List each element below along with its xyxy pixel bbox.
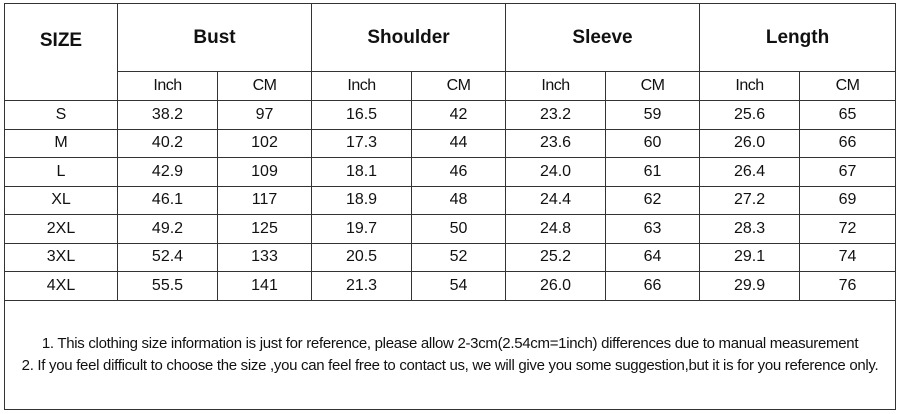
value-cell: 29.9 — [699, 271, 801, 301]
value-cell: 16.5 — [311, 100, 413, 130]
value-cell: 64 — [605, 242, 701, 272]
data-row: XL 46.1 117 18.9 48 24.4 62 27.2 69 — [4, 185, 897, 215]
data-row: 3XL 52.4 133 20.5 52 25.2 64 29.1 74 — [4, 242, 897, 272]
value-cell: 49.2 — [117, 214, 218, 244]
notes-row: 1. This clothing size information is jus… — [3, 299, 897, 410]
value-cell: 18.9 — [311, 185, 413, 215]
value-cell: 19.7 — [311, 214, 413, 244]
value-cell: 17.3 — [311, 128, 413, 158]
value-cell: 65 — [799, 100, 897, 130]
value-cell: 61 — [605, 157, 701, 187]
subheader-cell: CM — [605, 71, 701, 101]
value-cell: 27.2 — [699, 185, 801, 215]
header-cell: Bust — [116, 3, 313, 72]
value-cell: 102 — [216, 128, 313, 158]
value-cell: 59 — [605, 100, 701, 130]
value-cell: 28.3 — [699, 214, 801, 244]
value-cell: 23.2 — [505, 100, 607, 130]
value-cell: 42.9 — [117, 157, 218, 187]
value-cell: 18.1 — [311, 157, 413, 187]
value-cell: 42 — [411, 100, 507, 130]
size-cell: 3XL — [4, 242, 118, 272]
value-cell: 117 — [216, 185, 313, 215]
value-cell: 109 — [216, 157, 313, 187]
value-cell: 66 — [799, 128, 897, 158]
value-cell: 63 — [605, 214, 701, 244]
value-cell: 67 — [799, 157, 897, 187]
header-row: SIZE Bust Shoulder Sleeve Length — [4, 3, 897, 101]
value-cell: 20.5 — [311, 242, 413, 272]
header-cell: Length — [699, 3, 897, 72]
value-cell: 24.8 — [505, 214, 607, 244]
value-cell: 26.4 — [699, 157, 801, 187]
value-cell: 44 — [411, 128, 507, 158]
subheader-row: Inch CM Inch CM Inch CM Inch CM — [5, 71, 897, 101]
value-cell: 38.2 — [117, 100, 218, 130]
value-cell: 52 — [411, 242, 507, 272]
value-cell: 133 — [216, 242, 313, 272]
value-cell: 24.0 — [505, 157, 607, 187]
size-cell: S — [4, 100, 118, 130]
notes-cell: 1. This clothing size information is jus… — [3, 299, 897, 410]
value-cell: 52.4 — [117, 242, 218, 272]
subheader-cell: CM — [216, 71, 313, 101]
value-cell: 48 — [411, 185, 507, 215]
subheader-cell: Inch — [311, 71, 413, 101]
value-cell: 66 — [605, 271, 701, 301]
value-cell: 24.4 — [505, 185, 607, 215]
value-cell: 76 — [799, 271, 897, 301]
size-cell: 2XL — [4, 214, 118, 244]
value-cell: 23.6 — [505, 128, 607, 158]
value-cell: 26.0 — [505, 271, 607, 301]
subheader-cell: Inch — [699, 71, 801, 101]
subheader-cell: Inch — [117, 71, 218, 101]
value-cell: 46.1 — [117, 185, 218, 215]
value-cell: 40.2 — [117, 128, 218, 158]
data-row: M 40.2 102 17.3 44 23.6 60 26.0 66 — [4, 128, 897, 158]
size-cell: 4XL — [4, 271, 118, 301]
value-cell: 69 — [799, 185, 897, 215]
value-cell: 25.6 — [699, 100, 801, 130]
data-row: 2XL 49.2 125 19.7 50 24.8 63 28.3 72 — [4, 214, 897, 244]
header-cell: Sleeve — [505, 3, 701, 72]
header-cell: SIZE — [4, 3, 118, 101]
value-cell: 25.2 — [505, 242, 607, 272]
value-cell: 141 — [216, 271, 313, 301]
size-cell: M — [4, 128, 118, 158]
header-cell: Shoulder — [311, 3, 507, 72]
value-cell: 54 — [411, 271, 507, 301]
subheader-cell: Inch — [505, 71, 607, 101]
subheader-cell: CM — [411, 71, 507, 101]
value-cell: 60 — [605, 128, 701, 158]
value-cell: 50 — [411, 214, 507, 244]
data-row: S 38.2 97 16.5 42 23.2 59 25.6 65 — [4, 100, 897, 130]
value-cell: 72 — [799, 214, 897, 244]
value-cell: 46 — [411, 157, 507, 187]
value-cell: 125 — [216, 214, 313, 244]
value-cell: 74 — [799, 242, 897, 272]
size-table: SIZE Bust Shoulder Sleeve Length Inch CM I… — [3, 3, 897, 410]
data-row: 4XL 55.5 141 21.3 54 26.0 66 29.9 76 — [4, 271, 897, 301]
value-cell: 26.0 — [699, 128, 801, 158]
value-cell: 55.5 — [117, 271, 218, 301]
value-cell: 62 — [605, 185, 701, 215]
value-cell: 97 — [216, 100, 313, 130]
value-cell: 21.3 — [311, 271, 413, 301]
note: 2. If you feel difficult to choose the s… — [21, 356, 879, 374]
size-cell: L — [4, 157, 118, 187]
value-cell: 29.1 — [699, 242, 801, 272]
table-body: S 38.2 97 16.5 42 23.2 59 25.6 65 M 40.2 102 17.3 44 2… — [4, 100, 897, 301]
size-cell: XL — [4, 185, 118, 215]
note: 1. This clothing size information is jus… — [41, 334, 859, 352]
subheader-cell: CM — [799, 71, 897, 101]
data-row: L 42.9 109 18.1 46 24.0 61 26.4 67 — [4, 157, 897, 187]
